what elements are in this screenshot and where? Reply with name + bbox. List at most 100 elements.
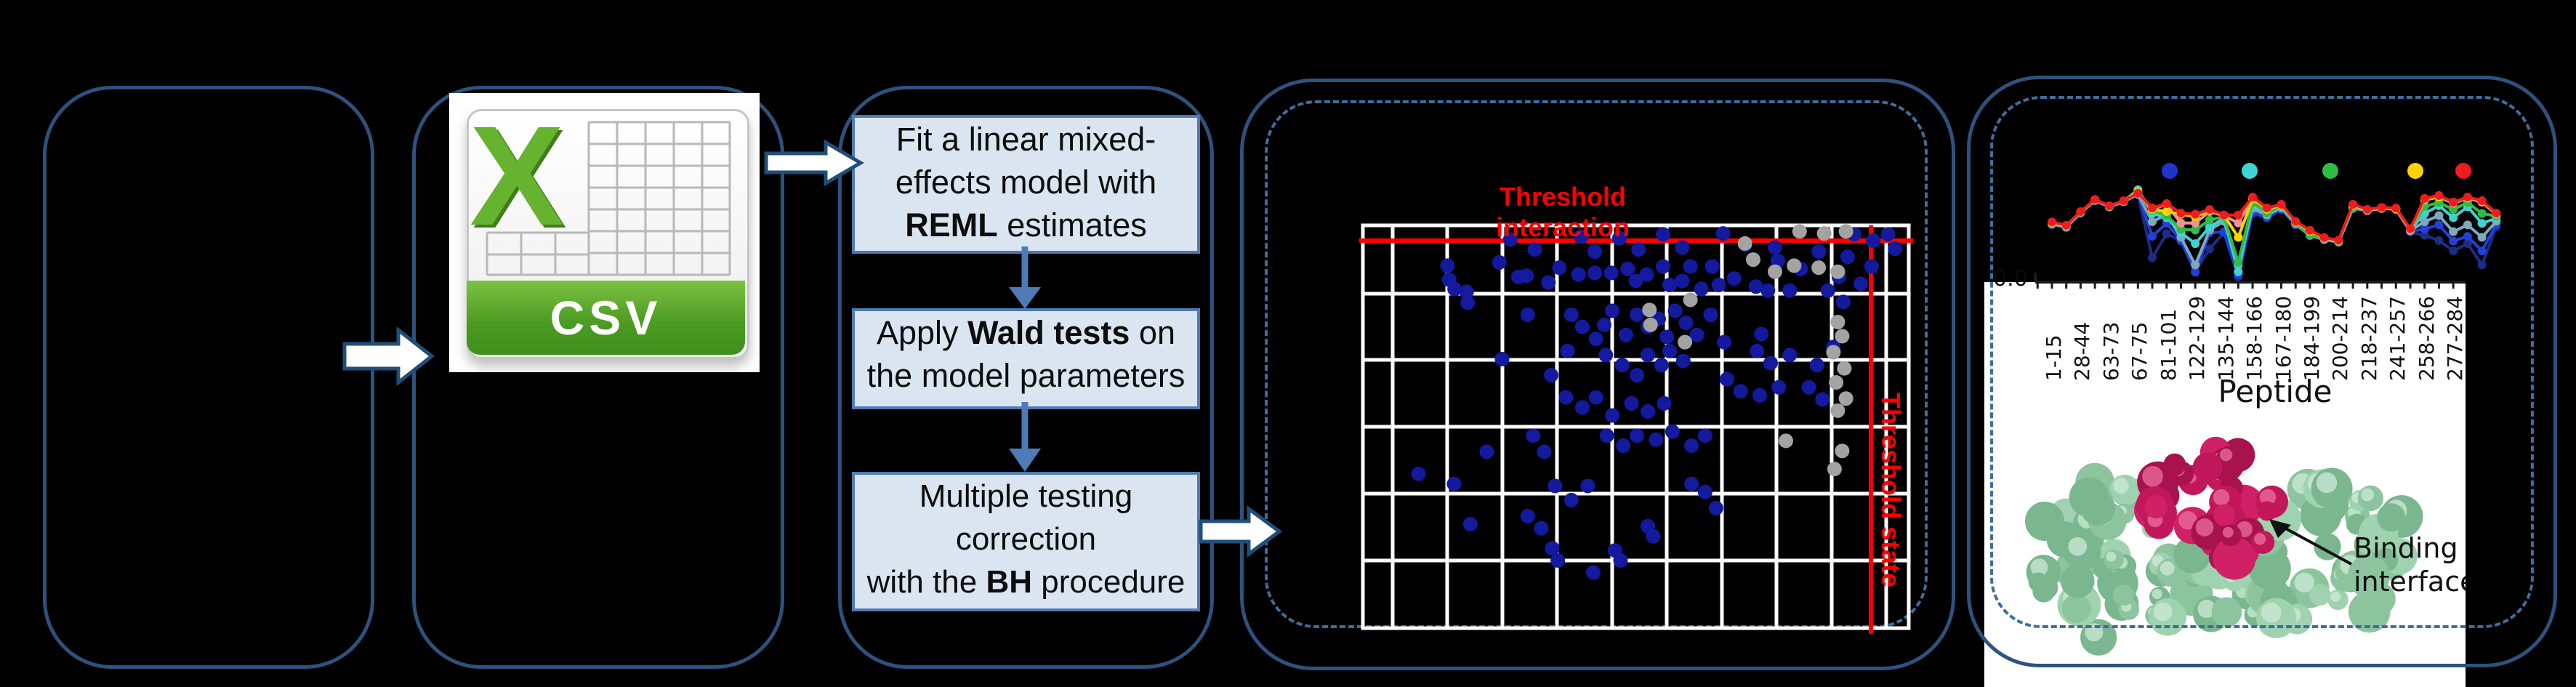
- scatter-point: [1717, 334, 1732, 350]
- uptake-series-point: [2362, 204, 2372, 214]
- scatter-point: [1603, 265, 1619, 281]
- protein-green-right-highlight: [2261, 602, 2282, 623]
- protein-green-left: [2080, 491, 2116, 526]
- uptake-series-point: [2449, 227, 2458, 236]
- scatter-point: [1494, 351, 1510, 366]
- scatter-point: [1675, 353, 1691, 369]
- deuterium-uptake-chart: [2034, 163, 2501, 289]
- panel-statistics: [838, 86, 1214, 669]
- binding-interface-arrow-head: [2269, 519, 2291, 538]
- protein-green-right: [2347, 555, 2390, 598]
- uptake-series-point: [2162, 199, 2171, 209]
- scatter-point: [1815, 392, 1830, 407]
- protein-pink-peptide-highlight: [2213, 489, 2230, 506]
- uptake-series-point: [2076, 207, 2085, 217]
- uptake-series-point: [2162, 207, 2171, 217]
- scatter-point: [1787, 258, 1802, 273]
- scatter-point: [1864, 259, 1879, 274]
- scatter-point: [1520, 508, 1535, 523]
- block-arrow-model-to-results: [1199, 505, 1283, 558]
- protein-green-left-highlight: [2153, 602, 2173, 622]
- scatter-point: [1545, 541, 1560, 556]
- scatter-point: [1596, 317, 1611, 332]
- flow-arrow-down-1: [1009, 246, 1041, 309]
- protein-green-right-highlight: [2294, 572, 2314, 593]
- protein-green-right-highlight: [2361, 488, 2374, 502]
- protein-green-right: [2348, 590, 2391, 633]
- scatter-point: [1782, 283, 1798, 298]
- scatter-point: [1830, 264, 1846, 279]
- scatter-point: [1711, 277, 1726, 292]
- plot-border: [1361, 223, 1911, 630]
- protein-green-bridge: [2211, 597, 2242, 627]
- uptake-series-point: [2104, 201, 2114, 211]
- scatter-point: [1748, 279, 1763, 294]
- scatter-point: [1587, 244, 1603, 260]
- scatter-point: [1654, 358, 1669, 373]
- scatter-point: [1811, 260, 1827, 276]
- scatter-point: [1719, 371, 1734, 387]
- scatter-point: [1630, 368, 1645, 383]
- flow-box-bh: Multiple testing correction with the BH …: [852, 472, 1200, 611]
- uptake-series-point: [2391, 204, 2401, 213]
- legend-dot: [2242, 163, 2258, 179]
- flow-box-reml: Fit a linear mixed- effects model with R…: [852, 115, 1200, 254]
- scatter-point: [1544, 368, 1559, 383]
- scatter-point: [1826, 345, 1841, 360]
- scatter-point: [1704, 259, 1720, 274]
- scatter-point: [1552, 260, 1567, 276]
- scatter-point: [1683, 292, 1698, 308]
- protein-pink-peptide: [2257, 501, 2277, 521]
- scatter-point: [1646, 529, 1661, 544]
- scatter-point: [1684, 476, 1699, 491]
- uptake-series-point: [2148, 204, 2157, 213]
- legend-dot: [2407, 163, 2423, 179]
- scatter-point: [1665, 424, 1680, 439]
- uptake-series-point: [2449, 246, 2458, 256]
- scatter-point: [1888, 241, 1903, 257]
- uptake-series-point: [2463, 193, 2472, 202]
- uptake-series-point: [2420, 230, 2429, 240]
- uptake-series-point: [2234, 218, 2243, 228]
- scatter-point: [1614, 358, 1630, 373]
- protein-pink-peptide-highlight: [2142, 465, 2163, 487]
- scatter-point: [1613, 553, 1628, 568]
- scatter-point: [1689, 327, 1704, 342]
- uptake-series-point: [2477, 219, 2487, 228]
- scatter-point: [1479, 444, 1494, 459]
- uptake-series-point: [2205, 222, 2214, 232]
- csv-file-icon: X CSV: [449, 93, 760, 372]
- legend-dot: [2322, 163, 2338, 179]
- protein-pink-peptide-highlight: [2219, 448, 2233, 462]
- uptake-series-point: [2463, 239, 2472, 249]
- uptake-series-point: [2434, 220, 2444, 230]
- scatter-point: [1587, 265, 1603, 281]
- protein-green-right-highlight: [2330, 591, 2341, 602]
- protein-green-left-highlight: [2030, 558, 2048, 576]
- scatter-point: [1697, 428, 1712, 443]
- scatter-point: [1835, 294, 1851, 310]
- uptake-series-point: [2449, 236, 2458, 246]
- uptake-series-point: [2191, 218, 2200, 228]
- scatter-point: [1835, 329, 1850, 344]
- scatter-point: [1662, 277, 1678, 292]
- scatter-point: [1768, 240, 1783, 255]
- uptake-series-point: [2090, 195, 2100, 204]
- scatter-point: [1801, 379, 1816, 395]
- scatter-point: [1641, 403, 1656, 419]
- scatter-point: [1866, 233, 1881, 249]
- protein-structure-image: [2024, 436, 2423, 656]
- uptake-series-point: [2219, 210, 2229, 220]
- threshold-scatter-plot: [1359, 223, 1913, 634]
- scatter-point: [1571, 267, 1586, 282]
- scatter-point: [1694, 281, 1709, 297]
- protein-green-left-highlight: [2068, 537, 2088, 556]
- scatter-point: [1560, 343, 1575, 358]
- uptake-series-point: [2434, 190, 2444, 200]
- scatter-point: [1598, 347, 1614, 363]
- scatter-point: [1662, 343, 1678, 358]
- protein-green-left: [2061, 594, 2091, 624]
- scatter-point: [1574, 229, 1589, 244]
- scatter-point: [1563, 492, 1579, 507]
- scatter-point: [1411, 466, 1426, 481]
